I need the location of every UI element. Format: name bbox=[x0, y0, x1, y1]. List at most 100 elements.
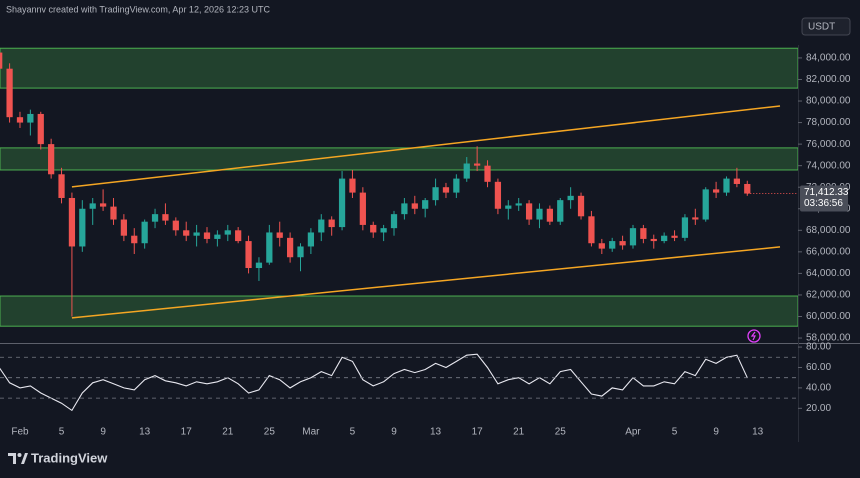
candle-body bbox=[380, 228, 387, 233]
candle-body bbox=[172, 220, 179, 231]
candle-body bbox=[588, 216, 595, 244]
candle-body bbox=[650, 238, 657, 242]
candle-body bbox=[505, 205, 512, 209]
candle-body bbox=[598, 243, 605, 249]
zone bbox=[0, 147, 798, 171]
candle-body bbox=[27, 113, 34, 123]
candle-body bbox=[37, 113, 44, 145]
rsi-line bbox=[0, 353, 748, 412]
alert-icon[interactable] bbox=[747, 329, 761, 343]
candle-body bbox=[474, 163, 481, 166]
candle-body bbox=[203, 232, 211, 239]
candle-body bbox=[494, 181, 502, 209]
logo-mark bbox=[8, 453, 16, 464]
candle-body bbox=[702, 189, 709, 220]
header: Shayannv created with TradingView.com, A… bbox=[6, 4, 270, 14]
y-tick-label: 58,000.00 bbox=[806, 333, 851, 344]
rsi-tick-label: 80.00 bbox=[806, 342, 831, 353]
x-tick-label: Feb bbox=[11, 427, 29, 438]
x-tick-label: 9 bbox=[391, 427, 397, 438]
candle-body bbox=[141, 221, 148, 244]
candle-body bbox=[692, 217, 699, 220]
x-tick-label: 5 bbox=[59, 427, 65, 438]
candle-body bbox=[577, 195, 585, 217]
x-tick-label: 21 bbox=[513, 427, 525, 438]
candle-body bbox=[99, 203, 107, 207]
y-tick-label: 62,000.00 bbox=[806, 290, 851, 301]
candle-body bbox=[609, 241, 616, 249]
candle-body bbox=[463, 163, 470, 179]
y-tick-label: 74,000.00 bbox=[806, 160, 851, 171]
candle-body bbox=[619, 241, 626, 246]
candle-body bbox=[193, 232, 200, 236]
candle-body bbox=[567, 195, 574, 201]
y-tick-label: 76,000.00 bbox=[806, 139, 851, 150]
y-tick-label: 78,000.00 bbox=[806, 117, 851, 128]
candle-body bbox=[224, 230, 231, 235]
candle-body bbox=[255, 262, 263, 269]
alert-icon-bolt bbox=[750, 331, 756, 341]
x-tick-label: 25 bbox=[555, 427, 567, 438]
candle-body bbox=[68, 197, 76, 247]
candle-body bbox=[712, 189, 720, 193]
candle-body bbox=[484, 165, 491, 182]
x-tick-label: 5 bbox=[350, 427, 356, 438]
candle-body bbox=[89, 203, 96, 209]
quote-box[interactable] bbox=[801, 17, 851, 36]
last-price-box bbox=[800, 185, 848, 212]
x-tick-label: Apr bbox=[625, 427, 641, 438]
candle-body bbox=[131, 235, 138, 244]
candle-body bbox=[733, 178, 741, 184]
candle-body bbox=[162, 214, 169, 221]
candle-body bbox=[359, 192, 366, 225]
plot-area bbox=[0, 47, 798, 412]
logo: TradingView bbox=[8, 450, 108, 465]
candle-body bbox=[681, 217, 689, 238]
candle-body bbox=[48, 144, 55, 175]
zone bbox=[0, 47, 798, 89]
candle-body bbox=[629, 228, 637, 246]
candle-body bbox=[183, 230, 190, 236]
candle-body bbox=[557, 200, 564, 222]
logo-text: TradingView bbox=[31, 450, 108, 465]
candle-body bbox=[640, 228, 647, 239]
candle-body bbox=[401, 203, 408, 215]
rsi-tick-label: 20.00 bbox=[806, 403, 831, 414]
candle-body bbox=[79, 208, 86, 247]
candle-body bbox=[515, 203, 522, 206]
candle-body bbox=[661, 235, 668, 242]
candle-body bbox=[297, 246, 304, 258]
quote: USDT bbox=[808, 22, 835, 33]
candle-body bbox=[58, 174, 65, 198]
candle-body bbox=[266, 232, 273, 263]
candle-body bbox=[307, 232, 315, 247]
x-tick-label: 25 bbox=[264, 427, 276, 438]
y-tick-label: 84,000.00 bbox=[806, 53, 851, 64]
trendline bbox=[71, 105, 781, 188]
candle-body bbox=[432, 187, 439, 201]
candle-body bbox=[422, 200, 429, 209]
candle-body bbox=[723, 178, 730, 193]
rsi-tick-label: 60.00 bbox=[806, 362, 831, 373]
candle-body bbox=[744, 183, 751, 194]
x-tick-label: 17 bbox=[472, 427, 484, 438]
candle-body bbox=[390, 214, 398, 229]
candle-body bbox=[235, 230, 242, 242]
x-tick-label: 21 bbox=[222, 427, 234, 438]
logo-mark bbox=[17, 453, 22, 457]
rsi-tick-label: 40.00 bbox=[806, 383, 831, 394]
candle-body bbox=[525, 203, 533, 220]
y-tick-label: 68,000.00 bbox=[806, 225, 851, 236]
x-tick-label: 9 bbox=[100, 427, 106, 438]
candle-body bbox=[16, 117, 24, 123]
candle-body bbox=[151, 214, 159, 222]
y-tick-label: 82,000.00 bbox=[806, 74, 851, 85]
candle-body bbox=[546, 208, 553, 222]
candle-body bbox=[214, 234, 221, 239]
y-tick-label: 66,000.00 bbox=[806, 246, 851, 257]
trendline bbox=[71, 246, 781, 319]
zone bbox=[0, 295, 798, 327]
candle-body bbox=[349, 178, 356, 193]
candle-body bbox=[370, 224, 377, 233]
